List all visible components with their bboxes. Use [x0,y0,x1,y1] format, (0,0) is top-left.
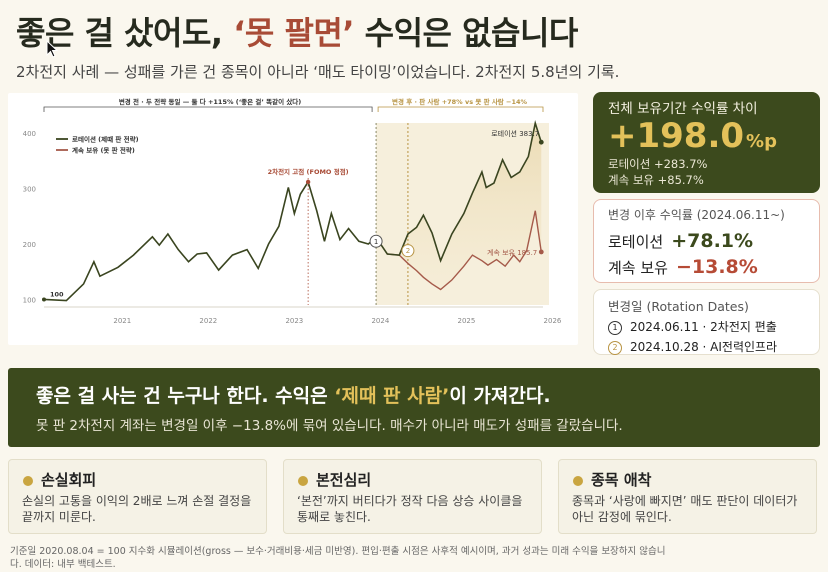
hold-end-point [538,249,544,255]
concept-card-attachment: 종목 애착 종목과 ‘사랑에 빠지면’ 매도 판단이 데이터가 아닌 감정에 묶… [558,459,817,534]
return-gap-area [387,123,542,290]
series-line-rotation [43,120,543,302]
post-change-hold-row: 계속 보유 −13.8% [608,256,758,278]
mouse-cursor-icon [46,40,58,58]
change-marker-2 [401,244,415,258]
x-tick-label: 2023 [285,317,303,325]
before-bracket [43,106,373,112]
before-bracket-label: 변경 전 · 두 전략 동일 — 둘 다 +115% (‘좋은 걸’ 똑같이 샀… [119,97,301,106]
concept-card-loss-aversion: 손실회피 손실의 고통을 이익의 2배로 느껴 손절 결정을 끝까지 미룬다. [8,459,267,534]
concept-card-break-even: 본전심리 ‘본전’까지 버티다가 정작 다음 상승 사이클을 통째로 놓친다. [283,459,542,534]
concept-title: 손실회피 [41,471,97,489]
footnote: 기준일 2020.08.04 = 100 지수화 시뮬레이션(gross — 보… [10,546,666,570]
x-tick-label: 2025 [458,317,476,325]
y-tick-label: 400 [23,130,36,138]
concept-body: 손실의 고통을 이익의 2배로 느껴 손절 결정을 끝까지 미룬다. [22,494,252,524]
bullet-dot-icon [573,476,583,486]
bullet-dot-icon [298,476,308,486]
peak-label: 2차전지 고점 (FOMO 정점) [268,167,349,176]
legend-label-hold: 계속 보유 (못 판 전략) [72,146,135,155]
rotation-date-1: 1 2024.06.11 · 2차전지 편출 [608,318,777,335]
rotation-end-point [538,139,544,145]
post-change-title: 변경 이후 수익률 (2024.06.11~) [608,208,785,222]
total-hold-return: 계속 보유 +85.7% [608,173,704,187]
post-change-rotation-row: 로테이션 +78.1% [608,230,754,252]
banner-title: 좋은 걸 사는 건 누구나 한다. 수익은 ‘제때 판 사람’이 가져간다. [36,385,551,407]
bullet-dot-icon [23,476,33,486]
x-tick-label: 2021 [113,317,131,325]
page-subtitle: 2차전지 사례 — 성패를 가른 건 종목이 아니라 ‘매도 타이밍’이었습니다… [16,63,620,81]
total-gap-title: 전체 보유기간 수익률 차이 [608,101,758,117]
total-gap-value: +198.0 %p [608,116,777,156]
rotation-end-label: 로테이션 383.7 [491,129,539,138]
concept-body: ‘본전’까지 버티다가 정작 다음 상승 사이클을 통째로 놓친다. [297,494,523,524]
x-tick-label: 2026 [544,317,562,325]
change-marker-2-label: 2 [406,247,410,255]
x-tick-label: 2024 [371,317,389,325]
page-title: 좋은 걸 샀어도, ‘못 팔면’ 수익은 없습니다 [16,14,578,52]
after-bracket [377,106,544,112]
concept-title: 본전심리 [316,471,372,489]
concept-title: 종목 애착 [591,471,652,489]
legend-label-rotation: 로테이션 (제때 판 전략) [72,135,139,144]
post-change-return-card: 변경 이후 수익률 (2024.06.11~) 로테이션 +78.1% 계속 보유… [593,199,820,283]
rotation-date-2: 2 2024.10.28 · AI전력인프라 [608,338,777,355]
hold-end-label: 계속 보유 185.7 [487,248,537,257]
chart-canvas: 100 200 300 400 2021 2022 2023 2024 2025 2026 1 2 10… [23,97,562,325]
rotation-dates-title: 변경일 (Rotation Dates) [608,299,749,314]
total-rotation-return: 로테이션 +283.7% [608,157,708,171]
start-label: 100 [50,290,64,298]
rotation-vs-hold-chart: 100 200 300 400 2021 2022 2023 2024 2025 2026 1 2 10… [8,93,578,345]
series-line-hold [387,210,542,291]
rotation-dates-card: 변경일 (Rotation Dates) 1 2024.06.11 · 2차전지 … [593,289,820,355]
start-point [42,297,46,302]
peak-point [305,179,311,185]
total-return-gap-card: 전체 보유기간 수익률 차이 +198.0 %p 로테이션 +283.7% 계속 … [593,92,820,193]
x-tick-label: 2022 [199,317,217,325]
y-tick-label: 300 [23,186,36,194]
change-marker-1 [369,234,383,248]
concept-body: 종목과 ‘사랑에 빠지면’ 매도 판단이 데이터가 아닌 감정에 묶인다. [572,494,798,524]
y-tick-label: 200 [23,241,36,249]
banner-subtext: 못 판 2차전지 계좌는 변경일 이후 −13.8%에 묶여 있습니다. 매수가… [36,418,623,434]
after-bracket-label: 변경 후 · 판 사람 +78% vs 못 판 사람 −14% [392,97,528,106]
change-marker-1-label: 1 [374,238,378,246]
key-message-banner: 좋은 걸 사는 건 누구나 한다. 수익은 ‘제때 판 사람’이 가져간다. 못… [8,368,820,447]
y-tick-label: 100 [23,296,36,304]
